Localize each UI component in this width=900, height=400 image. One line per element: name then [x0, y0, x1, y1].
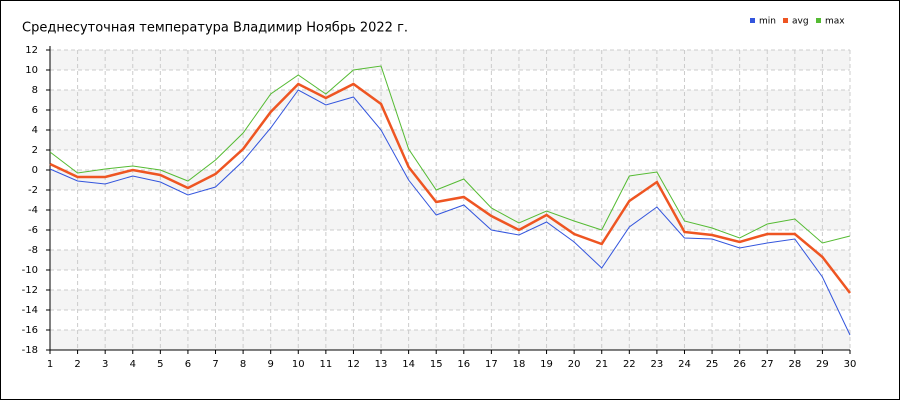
x-tick-label: 12: [347, 359, 360, 370]
y-tick-label: 0: [32, 165, 38, 176]
y-tick-label: 10: [25, 65, 38, 76]
y-tick-label: -8: [28, 245, 38, 256]
legend-label: avg: [792, 17, 809, 27]
x-tick-label: 11: [319, 359, 332, 370]
y-tick-label: 2: [32, 145, 38, 156]
chart-title: Среднесуточная температура Владимир Нояб…: [22, 21, 408, 36]
x-tick-label: 10: [292, 359, 305, 370]
y-tick-label: -4: [28, 205, 38, 216]
x-tick-label: 21: [595, 359, 608, 370]
y-tick-label: 6: [32, 105, 38, 116]
x-tick-label: 13: [375, 359, 388, 370]
x-tick-label: 3: [102, 359, 108, 370]
x-tick-label: 16: [457, 359, 470, 370]
x-tick-label: 8: [240, 359, 246, 370]
x-tick-label: 2: [74, 359, 80, 370]
y-tick-label: -18: [22, 345, 38, 356]
band: [50, 170, 850, 190]
band: [50, 250, 850, 270]
legend-swatch: [750, 18, 755, 23]
y-tick-label: 8: [32, 85, 38, 96]
legend-label: max: [825, 17, 845, 27]
legend-swatch: [816, 18, 821, 23]
x-tick-label: 9: [268, 359, 274, 370]
x-tick-label: 17: [485, 359, 498, 370]
band: [50, 90, 850, 110]
x-tick-label: 25: [706, 359, 719, 370]
x-tick-label: 6: [185, 359, 191, 370]
y-tick-label: -6: [28, 225, 38, 236]
y-tick-label: 4: [32, 125, 38, 136]
x-tick-label: 4: [130, 359, 136, 370]
band: [50, 290, 850, 310]
band: [50, 50, 850, 70]
x-tick-label: 28: [788, 359, 801, 370]
x-tick-label: 7: [212, 359, 218, 370]
y-tick-label: -14: [22, 305, 38, 316]
x-tick-label: 18: [513, 359, 526, 370]
legend-swatch: [783, 18, 788, 23]
x-tick-label: 27: [761, 359, 774, 370]
y-tick-label: -12: [22, 285, 38, 296]
x-tick-label: 15: [430, 359, 443, 370]
x-tick-label: 30: [844, 359, 857, 370]
series-line: [49, 89, 851, 336]
x-tick-label: 19: [540, 359, 553, 370]
y-tick-label: -16: [22, 325, 38, 336]
band: [50, 130, 850, 150]
x-tick-label: 24: [678, 359, 691, 370]
x-tick-label: 1: [47, 359, 53, 370]
x-tick-label: 14: [402, 359, 415, 370]
y-tick-label: 12: [25, 45, 38, 56]
band: [50, 330, 850, 350]
legend-label: min: [759, 17, 776, 27]
x-tick-label: 29: [816, 359, 829, 370]
x-tick-label: 5: [157, 359, 163, 370]
y-tick-label: -10: [22, 265, 38, 276]
x-tick-label: 23: [651, 359, 664, 370]
band: [50, 210, 850, 230]
x-tick-label: 22: [623, 359, 636, 370]
y-tick-label: -2: [28, 185, 38, 196]
x-tick-label: 26: [733, 359, 746, 370]
series-line: [49, 65, 851, 244]
x-tick-label: 20: [568, 359, 581, 370]
series-line: [49, 82, 851, 294]
